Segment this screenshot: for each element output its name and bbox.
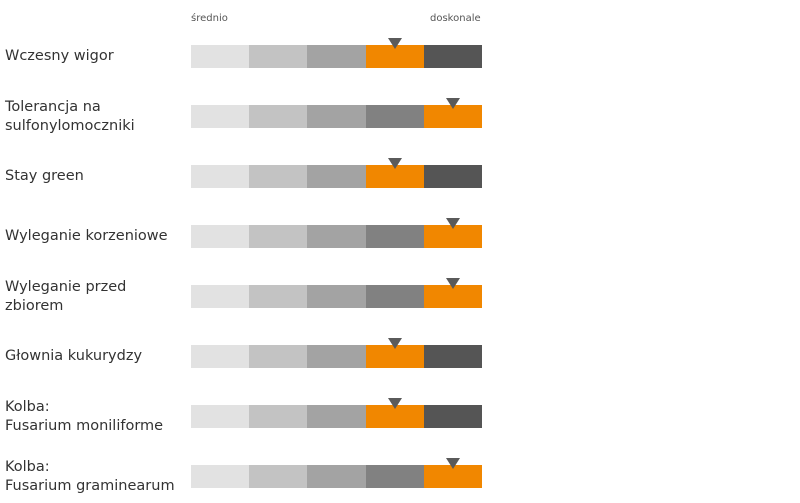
rating-row-label: Wyleganie korzeniowe bbox=[5, 227, 168, 244]
rating-marker bbox=[445, 218, 460, 229]
rating-segment bbox=[365, 165, 424, 188]
rating-row-label: Kolba: Fusarium moniliforme bbox=[5, 398, 164, 434]
rating-row: Kolba: Fusarium moniliforme bbox=[0, 393, 800, 443]
rating-bar bbox=[191, 45, 483, 68]
rating-row: Kolba: Fusarium graminearum bbox=[0, 453, 800, 503]
rating-row-label: Wyleganie przed zbiorem bbox=[5, 278, 127, 314]
rating-segment bbox=[249, 465, 308, 488]
rating-segment bbox=[365, 105, 424, 128]
rating-segment bbox=[191, 285, 250, 308]
rating-bar bbox=[191, 285, 483, 308]
rating-bar bbox=[191, 345, 483, 368]
rating-segment bbox=[307, 225, 366, 248]
rating-segment bbox=[307, 105, 366, 128]
rating-bar bbox=[191, 105, 483, 128]
rating-segment bbox=[423, 165, 483, 188]
rating-marker bbox=[387, 38, 402, 49]
rating-segment bbox=[423, 45, 483, 68]
rating-row-label: Głownia kukurydzy bbox=[5, 347, 143, 364]
rating-bar bbox=[191, 405, 483, 428]
rating-segment bbox=[423, 345, 483, 368]
rating-segment bbox=[249, 105, 308, 128]
rating-segment bbox=[191, 165, 250, 188]
rating-segment bbox=[423, 405, 483, 428]
rating-segment bbox=[307, 45, 366, 68]
rating-row-label: Kolba: Fusarium graminearum bbox=[5, 458, 175, 494]
rating-marker bbox=[445, 458, 460, 469]
rating-bar bbox=[191, 465, 483, 488]
rating-segment bbox=[191, 465, 250, 488]
rating-row-label: Wczesny wigor bbox=[5, 47, 114, 64]
rating-segment bbox=[423, 465, 483, 488]
rating-segment bbox=[249, 165, 308, 188]
rating-segment bbox=[307, 165, 366, 188]
rating-segment bbox=[365, 405, 424, 428]
rating-row: Stay green bbox=[0, 153, 800, 203]
rating-segment bbox=[191, 345, 250, 368]
scale-max-label: doskonale bbox=[430, 13, 481, 24]
rating-bar bbox=[191, 165, 483, 188]
rating-segment bbox=[191, 405, 250, 428]
rating-segment bbox=[365, 465, 424, 488]
rating-segment bbox=[191, 105, 250, 128]
rating-segment bbox=[423, 105, 483, 128]
rating-marker bbox=[387, 398, 402, 409]
rating-segment bbox=[423, 285, 483, 308]
rating-segment bbox=[191, 225, 250, 248]
rating-marker bbox=[445, 98, 460, 109]
rating-bar bbox=[191, 225, 483, 248]
rating-row: Tolerancja na sulfonylomoczniki bbox=[0, 93, 800, 143]
rating-segment bbox=[365, 225, 424, 248]
rating-segment bbox=[249, 45, 308, 68]
rating-row: Wyleganie przed zbiorem bbox=[0, 273, 800, 323]
rating-segment bbox=[249, 345, 308, 368]
rating-row-label: Tolerancja na sulfonylomoczniki bbox=[5, 98, 135, 134]
rating-marker bbox=[445, 278, 460, 289]
rating-segment bbox=[249, 285, 308, 308]
rating-row-label: Stay green bbox=[5, 167, 84, 184]
rating-marker bbox=[387, 158, 402, 169]
rating-segment bbox=[365, 285, 424, 308]
rating-segment bbox=[307, 405, 366, 428]
rating-segment bbox=[365, 45, 424, 68]
rating-segment bbox=[365, 345, 424, 368]
scale-min-label: średnio bbox=[191, 13, 228, 24]
rating-row: Wczesny wigor bbox=[0, 33, 800, 83]
rating-segment bbox=[307, 285, 366, 308]
rating-segment bbox=[249, 225, 308, 248]
rating-segment bbox=[423, 225, 483, 248]
rating-marker bbox=[387, 338, 402, 349]
rating-row: Głownia kukurydzy bbox=[0, 333, 800, 383]
rating-segment bbox=[191, 45, 250, 68]
rating-segment bbox=[249, 405, 308, 428]
rating-row: Wyleganie korzeniowe bbox=[0, 213, 800, 263]
rating-segment bbox=[307, 345, 366, 368]
rating-segment bbox=[307, 465, 366, 488]
